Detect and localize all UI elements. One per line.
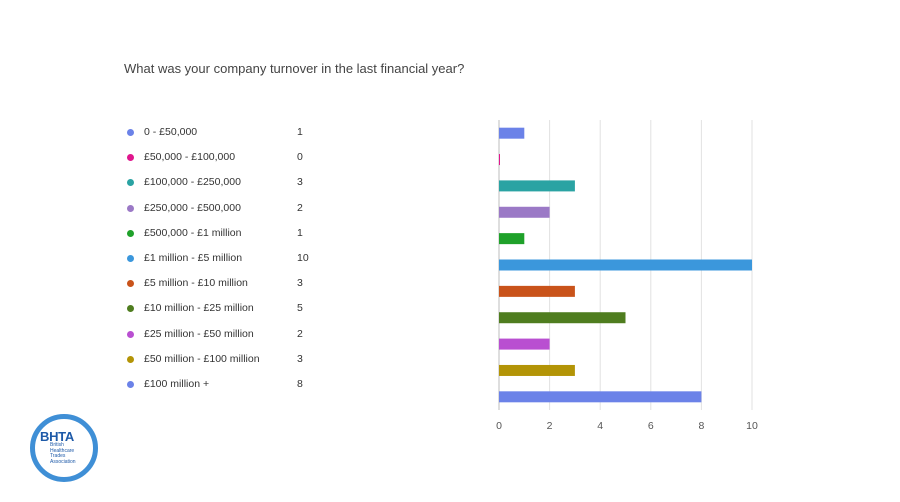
bar bbox=[499, 206, 550, 218]
logo-subtitle-line: Trades bbox=[50, 453, 66, 460]
x-tick-label: 4 bbox=[597, 420, 603, 432]
legend-count: 8 bbox=[297, 377, 303, 390]
logo-title: BHTA bbox=[40, 429, 74, 444]
legend-label: £50 million - £100 million bbox=[144, 352, 260, 365]
legend-count: 5 bbox=[297, 302, 303, 315]
question-title: What was your company turnover in the la… bbox=[124, 61, 465, 76]
legend-label: £10 million - £25 million bbox=[144, 302, 254, 315]
x-tick-label: 10 bbox=[746, 420, 758, 432]
legend-dot-icon bbox=[127, 229, 134, 237]
legend-dot-icon bbox=[127, 330, 134, 338]
legend-item: £50,000 - £100,000 0 bbox=[127, 146, 327, 171]
legend-item: £1 million - £5 million 10 bbox=[127, 247, 327, 272]
logo-subtitle-line: Healthcare bbox=[50, 447, 75, 454]
legend-dot-icon bbox=[127, 280, 134, 288]
legend-count: 2 bbox=[297, 201, 303, 214]
legend-dot-icon bbox=[127, 204, 134, 212]
logo-subtitle-line: Association bbox=[50, 458, 76, 465]
logo-subtitle: British Healthcare Trades Association bbox=[50, 442, 86, 465]
legend-count: 2 bbox=[297, 327, 303, 340]
chart-legend: 0 - £50,000 1 £50,000 - £100,000 0 £100,000 … bbox=[127, 121, 327, 398]
legend-item: £100,000 - £250,000 3 bbox=[127, 171, 327, 196]
legend-dot-icon bbox=[127, 305, 134, 313]
legend-item: £50 million - £100 million 3 bbox=[127, 348, 327, 373]
legend-dot-icon bbox=[127, 254, 134, 262]
legend-label: 0 - £50,000 bbox=[144, 126, 198, 138]
legend-count: 0 bbox=[297, 151, 303, 164]
bar bbox=[499, 233, 525, 245]
legend-item: £5 million - £10 million 3 bbox=[127, 272, 327, 297]
bar bbox=[499, 259, 752, 271]
legend-count: 1 bbox=[297, 126, 303, 138]
bar bbox=[499, 180, 575, 192]
bar bbox=[499, 312, 626, 324]
x-tick-label: 8 bbox=[698, 420, 704, 432]
legend-label: £250,000 - £500,000 bbox=[144, 201, 241, 214]
bar bbox=[499, 154, 500, 166]
logo-subtitle-line: British bbox=[50, 442, 64, 448]
legend-item: £100 million + 8 bbox=[127, 373, 327, 398]
x-tick-label: 0 bbox=[496, 420, 502, 432]
logo-circle bbox=[30, 414, 98, 482]
legend-label: £50,000 - £100,000 bbox=[144, 151, 236, 164]
legend-item: £500,000 - £1 million 1 bbox=[127, 222, 327, 247]
bar bbox=[499, 364, 575, 376]
legend-dot-icon bbox=[127, 154, 134, 162]
bar bbox=[499, 285, 575, 297]
legend-label: £500,000 - £1 million bbox=[144, 226, 242, 239]
legend-count: 3 bbox=[297, 176, 303, 189]
legend-count: 10 bbox=[297, 251, 309, 264]
x-tick-label: 6 bbox=[648, 420, 654, 432]
legend-label: £100 million + bbox=[144, 377, 210, 390]
legend-dot-icon bbox=[127, 355, 134, 363]
legend-item: £250,000 - £500,000 2 bbox=[127, 197, 327, 222]
bar bbox=[499, 391, 702, 403]
legend-label: £100,000 - £250,000 bbox=[144, 176, 241, 189]
bar bbox=[499, 127, 525, 139]
legend-label: £5 million - £10 million bbox=[144, 277, 248, 290]
legend-item: £25 million - £50 million 2 bbox=[127, 323, 327, 348]
legend-count: 3 bbox=[297, 277, 303, 290]
legend-item: 0 - £50,000 1 bbox=[127, 121, 327, 146]
legend-label: £25 million - £50 million bbox=[144, 327, 254, 340]
x-tick-label: 2 bbox=[547, 420, 553, 432]
legend-dot-icon bbox=[127, 179, 134, 187]
bar bbox=[499, 338, 550, 350]
legend-item: £10 million - £25 million 5 bbox=[127, 297, 327, 322]
legend-dot-icon bbox=[127, 380, 134, 388]
legend-dot-icon bbox=[127, 129, 134, 136]
legend-label: £1 million - £5 million bbox=[144, 251, 243, 264]
legend-count: 3 bbox=[297, 352, 303, 365]
bhta-logo: BHTA British Healthcare Trades Associati… bbox=[30, 414, 98, 482]
legend-count: 1 bbox=[297, 226, 303, 239]
